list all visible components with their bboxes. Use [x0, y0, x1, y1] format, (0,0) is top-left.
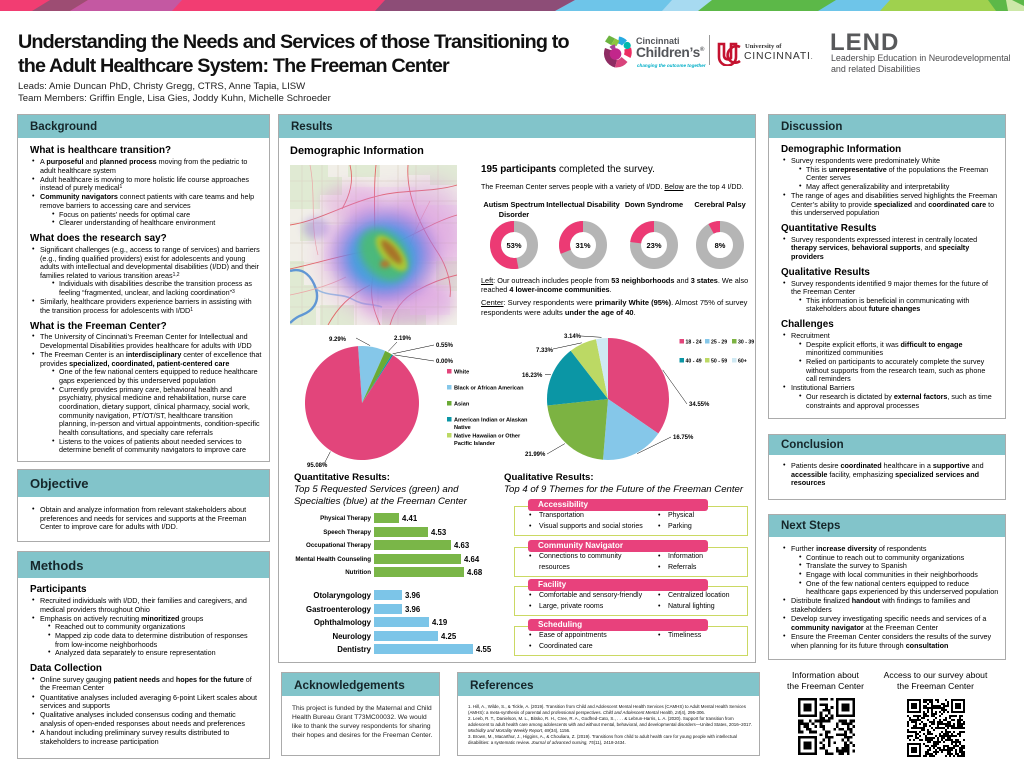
svg-text:7.33%: 7.33%: [536, 348, 554, 354]
svg-text:0.55%: 0.55%: [436, 343, 454, 349]
svg-text:53%: 53%: [506, 241, 521, 250]
svg-text:American Indian or Alaskan: American Indian or Alaskan: [454, 418, 528, 424]
svg-text:3.14%: 3.14%: [564, 334, 582, 340]
svg-text:95.08%: 95.08%: [307, 463, 328, 469]
svg-text:White: White: [454, 370, 469, 376]
svg-text:23%: 23%: [646, 241, 661, 250]
svg-text:16.75%: 16.75%: [673, 435, 694, 441]
svg-text:Pacific Islander: Pacific Islander: [454, 441, 496, 447]
svg-text:Asian: Asian: [454, 402, 470, 408]
svg-text:Native Hawaiian or Other: Native Hawaiian or Other: [454, 434, 521, 440]
svg-text:40 - 49: 40 - 49: [686, 359, 702, 365]
svg-text:50 - 59: 50 - 59: [711, 359, 727, 365]
svg-text:31%: 31%: [575, 241, 590, 250]
svg-text:21.99%: 21.99%: [525, 452, 546, 458]
svg-text:8%: 8%: [715, 241, 726, 250]
svg-text:60+: 60+: [738, 359, 747, 365]
svg-text:16.23%: 16.23%: [522, 373, 543, 379]
svg-text:9.29%: 9.29%: [329, 337, 347, 343]
svg-text:34.55%: 34.55%: [689, 402, 710, 408]
svg-text:0.00%: 0.00%: [436, 359, 454, 365]
svg-text:30 - 39: 30 - 39: [738, 340, 754, 346]
svg-text:18 - 24: 18 - 24: [686, 340, 702, 346]
svg-text:Native: Native: [454, 425, 471, 431]
svg-text:Black or African American: Black or African American: [454, 386, 524, 392]
svg-text:25 - 29: 25 - 29: [711, 340, 727, 346]
svg-text:2.19%: 2.19%: [394, 336, 412, 342]
